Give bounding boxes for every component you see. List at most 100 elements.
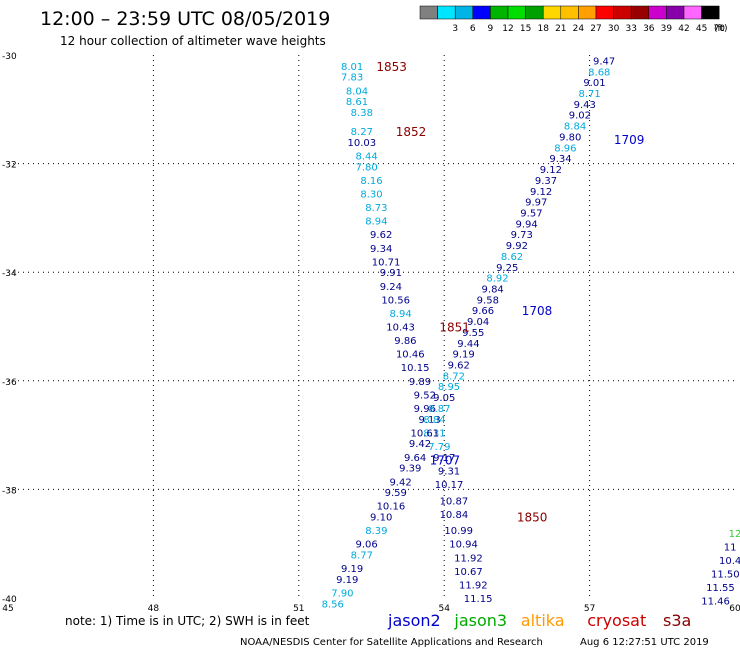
data-point-cryosat: 10.17 bbox=[435, 480, 464, 491]
satellite-legend-cryosat: cryosat bbox=[587, 611, 646, 630]
data-point-jason2: 9.94 bbox=[515, 219, 537, 230]
data-point-cryosat: 9.89 bbox=[409, 377, 431, 388]
axes: 45 48 51 54 57 60 -30 -32 -34 -36 -38 -40 bbox=[2, 52, 740, 614]
legend-label: 70 bbox=[713, 24, 725, 34]
data-point-jason2: 9.19 bbox=[341, 564, 363, 575]
data-point-jason2: 9.59 bbox=[385, 488, 407, 499]
legend-swatch bbox=[683, 5, 702, 20]
data-point-cryosat: 8.27 bbox=[351, 127, 373, 138]
data-point-jason2: 8.77 bbox=[351, 551, 373, 562]
data-point-cryosat: 10.94 bbox=[449, 540, 478, 551]
data-point-cryosat: 9.13 bbox=[419, 415, 441, 426]
data-point-jason2: 9.58 bbox=[477, 295, 499, 306]
data-point-cryosat: 10.43 bbox=[386, 323, 415, 334]
track-labels: 1853 1852 1709 1708 1851 1707 1850 bbox=[376, 60, 644, 525]
data-point-cryosat: 8.31 bbox=[423, 428, 445, 439]
legend-label: 9 bbox=[488, 24, 494, 34]
data-point-cryosat: 10.99 bbox=[444, 526, 473, 537]
satellite-legend-altika: altika bbox=[521, 611, 565, 630]
x-tick-label: 57 bbox=[584, 604, 595, 614]
legend-swatch bbox=[507, 5, 526, 20]
track-label: 1850 bbox=[517, 511, 548, 525]
data-point-jason3: 11 bbox=[724, 542, 737, 553]
data-point-jason2: 7.90 bbox=[331, 589, 353, 600]
data-point-jason2: 8.84 bbox=[564, 122, 586, 133]
data-point-jason2: 8.92 bbox=[486, 274, 508, 285]
y-tick-label: -30 bbox=[2, 52, 17, 62]
data-point-jason2: 8.56 bbox=[322, 599, 344, 610]
data-point-jason2: 9.19 bbox=[336, 575, 358, 586]
legend-swatch bbox=[542, 5, 562, 20]
data-point-jason2: 9.62 bbox=[448, 361, 470, 372]
x-tick-label: 51 bbox=[293, 604, 304, 614]
data-point-jason2: 9.73 bbox=[511, 230, 533, 241]
legend-swatch bbox=[472, 5, 491, 20]
data-point-jason2: 9.19 bbox=[452, 350, 474, 361]
data-point-cryosat: 8.94 bbox=[365, 217, 387, 228]
data-point-cryosat: 11.92 bbox=[459, 580, 488, 591]
data-point-cryosat: 8.01 bbox=[341, 62, 363, 73]
data-point-jason2: 9.05 bbox=[433, 393, 455, 404]
data-point-jason2: 8.39 bbox=[365, 526, 387, 537]
y-tick-label: -40 bbox=[2, 595, 17, 605]
data-point-cryosat: 7.80 bbox=[356, 162, 378, 173]
data-point-cryosat: 10.87 bbox=[440, 496, 469, 507]
legend-swatch bbox=[578, 5, 597, 20]
data-point-jason2: 9.42 bbox=[409, 439, 431, 450]
data-point-cryosat: 10.71 bbox=[372, 257, 401, 268]
data-point-jason2: 8.62 bbox=[501, 252, 523, 263]
data-point-jason2: 8.95 bbox=[438, 382, 460, 393]
data-point-cryosat: 10.15 bbox=[401, 363, 430, 374]
data-point-jason2: 9.64 bbox=[404, 453, 426, 464]
data-point-cryosat: 9.86 bbox=[394, 336, 416, 347]
data-point-jason2: 9.25 bbox=[496, 263, 518, 274]
track-label: 1852 bbox=[396, 125, 427, 139]
colorbar-unit: (ft) bbox=[714, 24, 728, 34]
legend-label: 24 bbox=[573, 24, 585, 34]
data-point-jason2: 9.12 bbox=[540, 165, 562, 176]
legend-swatch bbox=[613, 5, 632, 20]
data-point-jason2: 9.43 bbox=[574, 100, 596, 111]
data-point-cryosat: 9.62 bbox=[370, 230, 392, 241]
data-point-jason2: 8.87 bbox=[428, 404, 450, 415]
data-point-jason2: 9.47 bbox=[593, 56, 615, 67]
data-point-cryosat: 8.38 bbox=[351, 108, 373, 119]
data-point-jason2: 9.34 bbox=[549, 154, 571, 165]
satellite-legend-jason3: jason3 bbox=[453, 611, 507, 630]
data-point-jason2: 9.66 bbox=[472, 306, 494, 317]
data-point-cryosat: 8.94 bbox=[389, 309, 411, 320]
y-tick-label: -38 bbox=[2, 486, 17, 496]
data-point-cryosat: 9.17 bbox=[433, 453, 455, 464]
data-point-jason2: 9.39 bbox=[399, 464, 421, 475]
data-point-cryosat: 10.56 bbox=[381, 295, 410, 306]
footer-timestamp: Aug 6 12:27:51 UTC 2019 bbox=[580, 637, 709, 648]
legend-label: 6 bbox=[470, 24, 476, 34]
footer-note: note: 1) Time is in UTC; 2) SWH is in fe… bbox=[65, 614, 310, 628]
data-point-cryosat: 8.73 bbox=[365, 203, 387, 214]
data-point-cryosat: 10.03 bbox=[347, 138, 376, 149]
data-point-jason3: 10.4 bbox=[719, 556, 740, 567]
data-point-cryosat: 9.34 bbox=[370, 244, 392, 255]
data-point-cryosat: 8.44 bbox=[356, 151, 378, 162]
data-point-cryosat: 9.52 bbox=[414, 390, 436, 401]
data-point-jason2: 9.12 bbox=[530, 187, 552, 198]
legend-label: 39 bbox=[661, 24, 673, 34]
data-point-cryosat: 7.83 bbox=[341, 73, 363, 84]
legend-swatch bbox=[560, 5, 579, 20]
data-point-jason2: 9.01 bbox=[583, 78, 605, 89]
legend-swatch bbox=[630, 5, 650, 20]
data-point-jason3: 11.46 bbox=[701, 597, 730, 608]
data-point-jason2: 8.72 bbox=[443, 371, 465, 382]
data-point-jason2: 8.96 bbox=[554, 143, 576, 154]
track-label: 1709 bbox=[614, 133, 645, 147]
data-point-cryosat: 8.04 bbox=[346, 86, 368, 97]
legend-label: 15 bbox=[520, 24, 531, 34]
legend-swatch bbox=[595, 5, 614, 20]
track-label: 1851 bbox=[439, 321, 470, 335]
satellite-legend: jason2 jason3 altika cryosat s3a bbox=[387, 611, 691, 630]
legend-swatch bbox=[454, 5, 474, 20]
data-point-cryosat: 9.31 bbox=[438, 466, 460, 477]
y-tick-label: -34 bbox=[2, 269, 17, 279]
data-point-jason2: 9.84 bbox=[482, 284, 504, 295]
